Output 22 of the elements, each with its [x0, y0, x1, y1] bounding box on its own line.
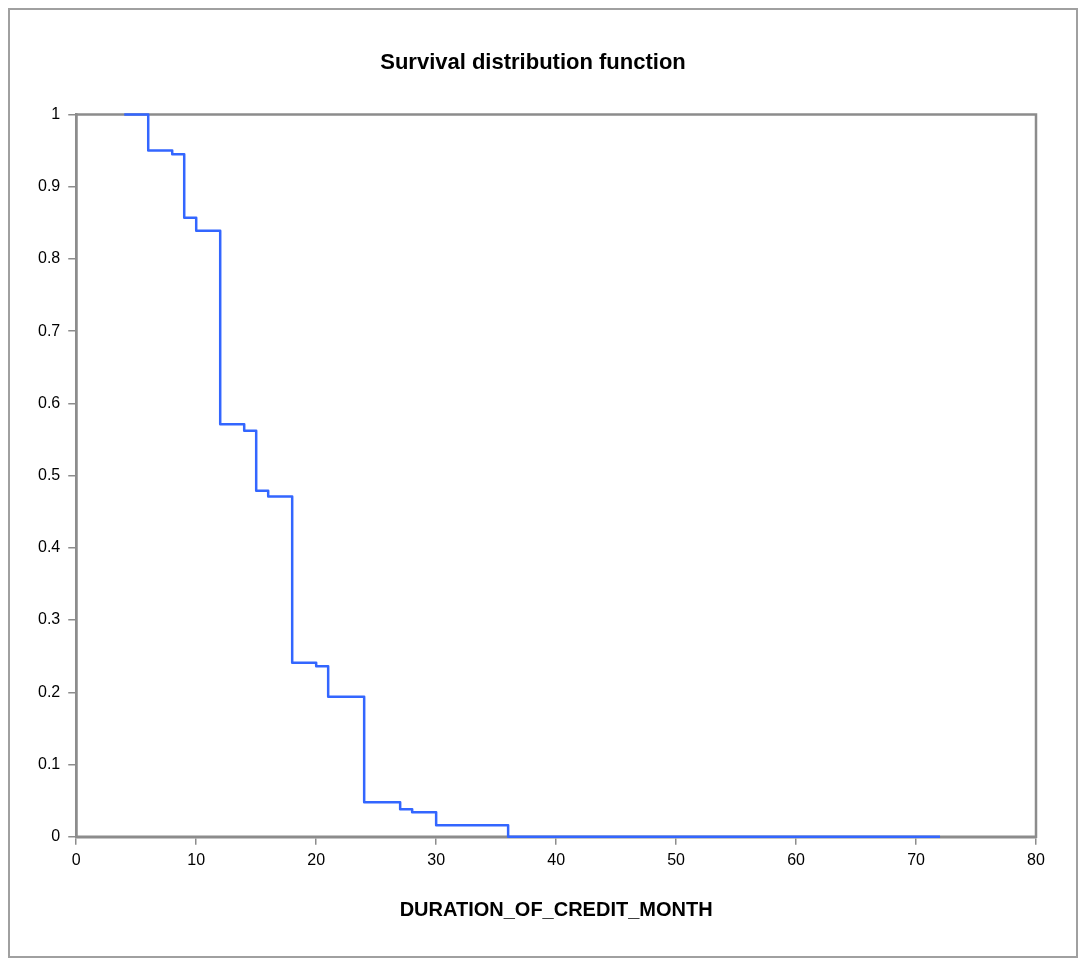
- y-tick-label: 0.2: [37, 682, 61, 700]
- y-tick-label: 0.1: [37, 754, 61, 772]
- x-tick-label: 70: [907, 850, 926, 868]
- y-tick-label: 0.7: [37, 321, 61, 339]
- y-tick-label: 0.9: [37, 177, 61, 195]
- x-tick-label: 10: [187, 850, 206, 868]
- x-tick-label: 0: [71, 850, 81, 868]
- y-tick-label: 0.4: [37, 538, 61, 556]
- y-tick-label: 0.5: [37, 466, 61, 484]
- x-tick-label: 40: [547, 850, 566, 868]
- x-axis-title: DURATION_OF_CREDIT_MONTH: [399, 897, 713, 920]
- y-tick-label: 0.6: [37, 393, 61, 411]
- chart-title: Survival distribution function: [380, 49, 686, 75]
- x-tick-label: 30: [427, 850, 446, 868]
- y-tick-label: 0.8: [37, 249, 61, 267]
- y-tick-label: 0.3: [37, 610, 61, 628]
- x-tick-label: 50: [667, 850, 686, 868]
- y-tick-label: 1: [51, 104, 61, 122]
- y-tick-label: 0: [51, 827, 61, 845]
- x-tick-label: 80: [1027, 850, 1045, 868]
- x-tick-label: 60: [787, 850, 806, 868]
- x-tick-label: 20: [307, 850, 326, 868]
